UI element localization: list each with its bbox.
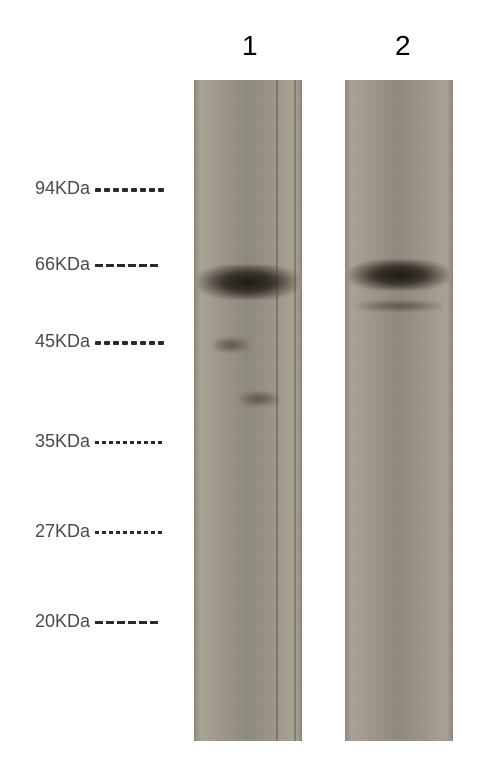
blot-lane-2: [345, 80, 453, 741]
marker-ticks-35kda: [95, 441, 173, 443]
marker-label-94kda: 94KDa: [20, 178, 90, 199]
band-faint: [212, 338, 250, 352]
blot-lane-1: [194, 80, 302, 741]
marker-ticks-66kda: [95, 264, 173, 266]
lane-streak: [294, 80, 296, 741]
lane-label-2: 2: [395, 30, 411, 62]
band-strong: [349, 260, 449, 290]
band-strong: [198, 265, 298, 299]
lane-streak: [276, 80, 278, 741]
marker-label-35kda: 35KDa: [20, 431, 90, 452]
marker-label-45kda: 45KDa: [20, 331, 90, 352]
lane-label-1: 1: [242, 30, 258, 62]
marker-ticks-20kda: [95, 621, 173, 623]
marker-ticks-45kda: [95, 341, 173, 343]
band-faint: [238, 392, 280, 406]
marker-ticks-94kda: [95, 188, 173, 190]
band-faint: [355, 301, 443, 311]
marker-label-66kda: 66KDa: [20, 254, 90, 275]
lane-texture: [345, 80, 453, 741]
marker-label-27kda: 27KDa: [20, 521, 90, 542]
marker-label-20kda: 20KDa: [20, 611, 90, 632]
marker-ticks-27kda: [95, 531, 173, 533]
lane-texture: [194, 80, 302, 741]
